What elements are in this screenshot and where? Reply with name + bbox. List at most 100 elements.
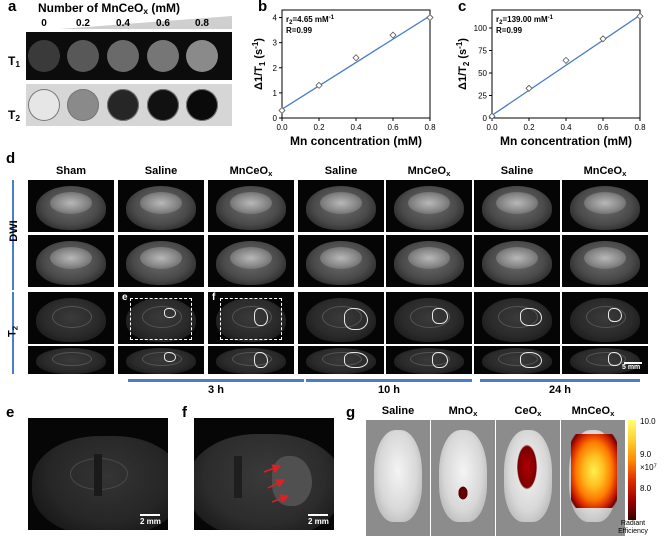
- concentration-wedge: [60, 16, 232, 29]
- brain-core: [232, 306, 272, 328]
- brain-shape: [439, 430, 487, 522]
- column-header: MnCeOx: [562, 165, 648, 178]
- lesion-outline: [344, 352, 368, 368]
- fluorescence-signal: [571, 434, 617, 508]
- dwi-image: [474, 235, 560, 287]
- brain-core: [584, 247, 626, 269]
- t2-phantom-strip: [26, 84, 232, 126]
- data-point: [352, 54, 360, 62]
- brain-core: [408, 247, 450, 269]
- x-tick-label: 0.2: [313, 123, 325, 132]
- column-header: MnCeOx: [208, 165, 294, 178]
- colorbar-tick-9: 9.0: [640, 450, 652, 459]
- y-tick-label: 50: [478, 69, 487, 78]
- ivis-label-text: MnO: [448, 405, 474, 417]
- y-axis-label: Δ1/T2 (s-1): [455, 38, 471, 90]
- brain-core: [142, 306, 182, 328]
- column-header: Saline: [298, 165, 384, 177]
- t2-image: [298, 292, 384, 344]
- brain-core: [584, 192, 626, 214]
- dwi-row-label: DWI: [8, 220, 20, 242]
- brain-core: [410, 352, 450, 366]
- concentration-label: 0.8: [195, 18, 209, 29]
- annotation-r2: r2=4.65 mM-1: [286, 15, 335, 26]
- scalebar-text-d: 5 mm: [622, 364, 641, 371]
- t2-image: 5 mm: [562, 346, 648, 374]
- y-tick-label: 25: [478, 92, 487, 101]
- y-axis-label: Δ1/T1 (s-1): [252, 38, 267, 90]
- x-tick-label: 0.4: [350, 123, 362, 132]
- panel-label-f: f: [182, 404, 187, 421]
- t2-image: f: [208, 292, 294, 344]
- t2-row-label: T2: [8, 108, 21, 124]
- y-tick-label: 0: [483, 114, 488, 123]
- chart-b: 0.0 0.2 0.4 0.6 0.8 0 1 2 3 4 r2=4.65 mM-1R=0.99 Mn…: [252, 9, 436, 148]
- y-tick-label: 3: [273, 39, 278, 48]
- t2-phantom-well: [147, 89, 179, 121]
- inset-label: f: [212, 292, 216, 303]
- data-point: [562, 56, 570, 64]
- dwi-image: [208, 235, 294, 287]
- x-tick-label: 0.4: [560, 123, 572, 132]
- ivis-label-text: MnCeO: [571, 405, 611, 417]
- column-header-sub: x: [446, 168, 451, 178]
- dwi-image: [118, 180, 204, 232]
- dwi-image: [386, 235, 472, 287]
- data-point: [599, 35, 607, 43]
- fluorescence-signal: [455, 482, 471, 504]
- x-tick-label: 0.2: [523, 123, 535, 132]
- t2-image: [118, 346, 204, 374]
- fit-line: [491, 14, 641, 116]
- column-header-sub: x: [268, 168, 273, 178]
- scalebar-text-e: 2 mm: [140, 517, 161, 526]
- x-tick-label: 0.6: [597, 123, 609, 132]
- y-tick-label: 4: [273, 14, 278, 23]
- panel-e-image: 2 mm: [28, 418, 168, 530]
- data-point: [315, 81, 323, 89]
- fit-line: [281, 15, 431, 110]
- dwi-image: [28, 235, 114, 287]
- t2-phantom-well: [186, 89, 218, 121]
- column-header-text: Saline: [144, 165, 178, 177]
- lesion-outline: [608, 352, 622, 366]
- ivis-label-sub: x: [473, 408, 478, 418]
- annotation-R: R=0.99: [286, 26, 313, 35]
- brain-shape: [374, 430, 422, 522]
- annotation-r2: r2=139.00 mM-1: [496, 15, 554, 26]
- scalebar-line-f: [308, 514, 328, 516]
- dwi-image: [208, 180, 294, 232]
- brain-core: [320, 192, 362, 214]
- ivis-image: [366, 420, 430, 536]
- time-label-24h: 24 h: [548, 384, 571, 396]
- panel-label-g: g: [346, 404, 356, 421]
- scalebar-text-f: 2 mm: [308, 517, 329, 526]
- lesion-outline: [520, 352, 542, 368]
- panel-a-title: Number of MnCeOx (mM): [38, 1, 181, 17]
- brain-core: [496, 247, 538, 269]
- colorbar-title: Radiant Efficiency: [618, 520, 648, 535]
- brain-core: [320, 247, 362, 269]
- data-point: [525, 84, 533, 92]
- brain-core: [496, 192, 538, 214]
- dwi-image: [298, 235, 384, 287]
- scalebar-line-d: [624, 362, 642, 364]
- dwi-image: [474, 180, 560, 232]
- x-tick-label: 0.8: [424, 123, 436, 132]
- t1-phantom-well: [67, 40, 99, 72]
- data-point: [636, 12, 644, 20]
- dwi-image: [562, 180, 648, 232]
- brain-core: [230, 192, 272, 214]
- lesion-outline: [520, 308, 542, 326]
- column-header-text: MnCeO: [229, 165, 269, 177]
- concentration-label: 0: [41, 18, 47, 29]
- column-header: MnCeOx: [386, 165, 472, 178]
- arrows-f: [263, 464, 290, 503]
- ivis-label-sub: x: [537, 408, 542, 418]
- concentration-label: 0.6: [156, 18, 170, 29]
- t2-bracket: [12, 292, 14, 374]
- data-point: [426, 13, 434, 22]
- dwi-image: [28, 180, 114, 232]
- t1-phantom-strip: [26, 32, 232, 80]
- t2-image: e: [118, 292, 204, 344]
- y-tick-label: 0: [273, 114, 278, 123]
